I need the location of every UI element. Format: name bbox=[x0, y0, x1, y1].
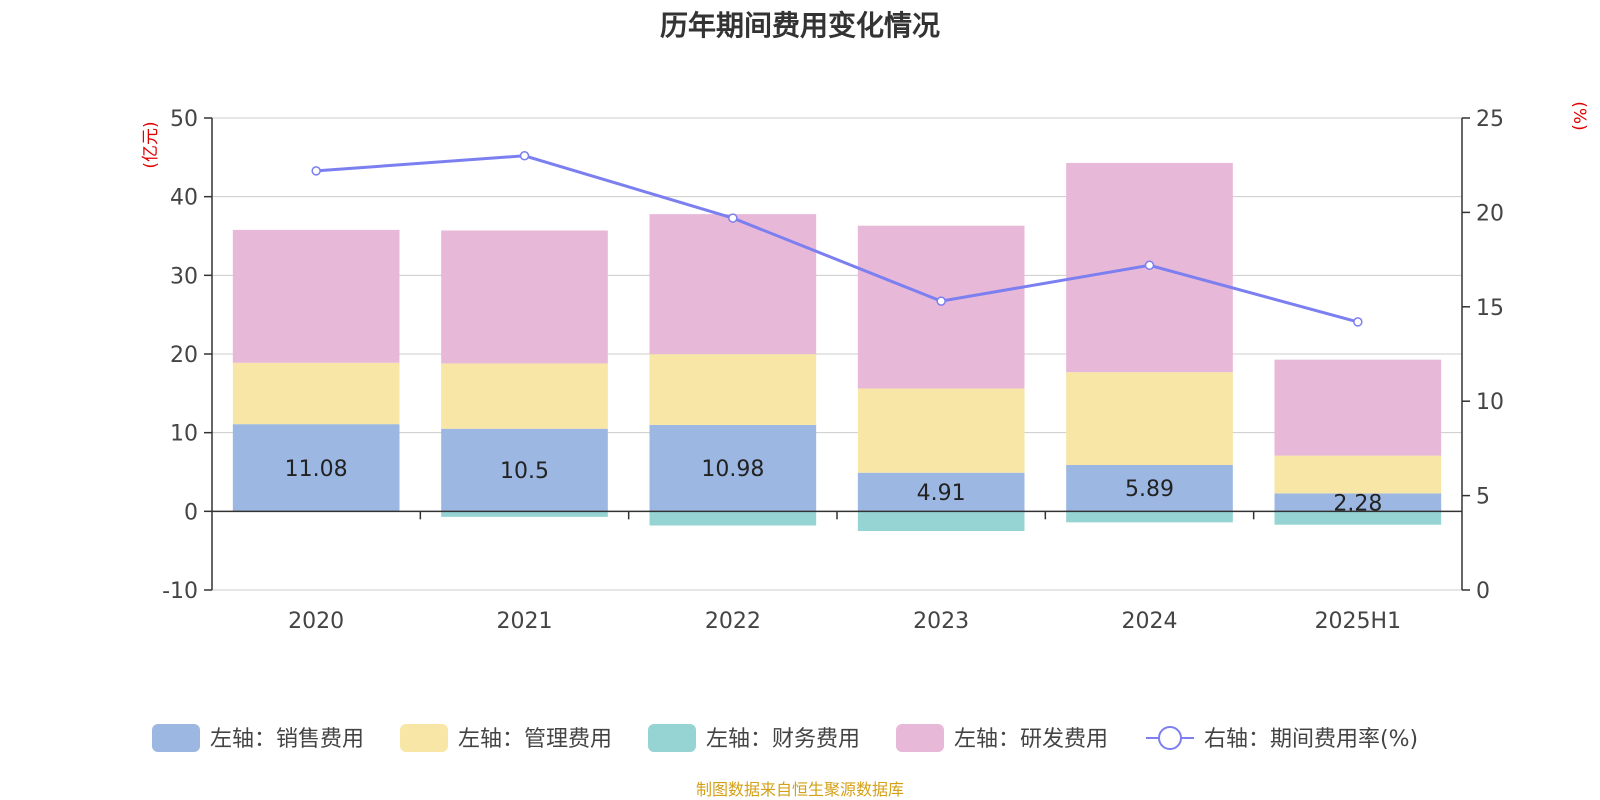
legend-swatch-admin bbox=[400, 724, 448, 752]
sales-label-2022: 10.98 bbox=[701, 457, 764, 482]
rate-point-2024 bbox=[1144, 260, 1155, 271]
rate-line-path bbox=[316, 154, 1359, 324]
legend-label-finance: 左轴：财务费用 bbox=[706, 727, 860, 752]
category-label-2020: 2020 bbox=[288, 609, 344, 634]
right-axis-unit: (%) bbox=[1569, 101, 1589, 130]
bar-finance-2021 bbox=[441, 511, 608, 517]
data-source-note: 制图数据来自恒生聚源数据库 bbox=[695, 780, 904, 799]
sales-label-2020: 11.08 bbox=[285, 457, 348, 482]
bar-finance-2024 bbox=[1066, 511, 1233, 523]
legend: 左轴：销售费用 左轴：管理费用 左轴：财务费用 左轴：研发费用 右轴：期间费用率(%) bbox=[152, 724, 1418, 752]
bar-sales-2024 bbox=[1066, 464, 1233, 512]
bar-admin-2021 bbox=[441, 363, 608, 429]
sales-label-2023: 4.91 bbox=[917, 481, 966, 506]
right-tick-label: 5 bbox=[1476, 485, 1490, 510]
rate-point-2025H1 bbox=[1353, 317, 1363, 327]
grid-lines bbox=[212, 117, 1462, 591]
rate-point-2021 bbox=[519, 151, 530, 161]
legend-swatch-finance bbox=[648, 724, 696, 752]
legend-label-line: 右轴：期间费用率(%) bbox=[1204, 727, 1418, 752]
rate-line bbox=[311, 151, 1363, 327]
right-tick-label: 25 bbox=[1476, 107, 1504, 132]
bar-admin-2023 bbox=[857, 388, 1025, 473]
bar-admin-2025H1 bbox=[1274, 455, 1442, 494]
left-tick-label: 50 bbox=[170, 107, 198, 132]
data-labels: 11.08 10.5 10.98 4.91 5.89 2.28 bbox=[285, 457, 1383, 517]
category-label-2024: 2024 bbox=[1122, 609, 1178, 634]
sales-label-2024: 5.89 bbox=[1125, 477, 1174, 502]
left-tick-label: 0 bbox=[184, 500, 198, 525]
chart-title: 历年期间费用变化情况 bbox=[659, 9, 940, 42]
sales-label-2021: 10.5 bbox=[500, 459, 549, 484]
bar-admin-2022 bbox=[649, 354, 817, 425]
legend-item-line: 右轴：期间费用率(%) bbox=[1146, 726, 1418, 752]
legend-item-admin: 左轴：管理费用 bbox=[400, 724, 612, 752]
left-tick-label: 30 bbox=[170, 264, 198, 289]
bar-admin-2020 bbox=[232, 362, 400, 425]
rate-point-2020 bbox=[311, 166, 321, 176]
bar-rnd-2023 bbox=[857, 225, 1025, 389]
left-tick-label: 10 bbox=[170, 422, 198, 447]
category-label-2022: 2022 bbox=[705, 609, 761, 634]
legend-label-sales: 左轴：销售费用 bbox=[210, 727, 364, 752]
bar-finance-2022 bbox=[649, 511, 817, 526]
bar-admin-2024 bbox=[1066, 372, 1233, 465]
right-tick-label: 15 bbox=[1476, 296, 1504, 321]
right-tick-label: 0 bbox=[1476, 579, 1490, 604]
right-tick-label: 10 bbox=[1476, 390, 1504, 415]
bar-finance-2023 bbox=[857, 511, 1025, 531]
legend-marker-icon bbox=[1158, 726, 1182, 750]
rate-point-2022 bbox=[728, 213, 738, 223]
bar-rnd-2020 bbox=[232, 229, 400, 363]
legend-label-rnd: 左轴：研发费用 bbox=[954, 727, 1108, 752]
legend-label-admin: 左轴：管理费用 bbox=[458, 727, 612, 752]
bars bbox=[232, 162, 1442, 531]
legend-item-rnd: 左轴：研发费用 bbox=[896, 724, 1108, 752]
sales-label-2025H1: 2.28 bbox=[1333, 491, 1382, 516]
legend-item-sales: 左轴：销售费用 bbox=[152, 724, 364, 752]
bar-rnd-2025H1 bbox=[1274, 359, 1442, 456]
bar-sales-2021 bbox=[441, 428, 608, 512]
left-tick-label: 20 bbox=[170, 343, 198, 368]
axes: -10 0 10 20 30 40 50 0 5 10 15 20 25 2020 2021 2022 2023… bbox=[141, 101, 1589, 634]
legend-item-finance: 左轴：财务费用 bbox=[648, 724, 860, 752]
bar-sales-2022 bbox=[649, 424, 817, 512]
bar-sales-2025H1 bbox=[1274, 493, 1442, 512]
rate-point-2023 bbox=[936, 296, 946, 306]
category-label-2021: 2021 bbox=[497, 609, 553, 634]
left-tick-label: -10 bbox=[162, 579, 198, 604]
bar-rnd-2021 bbox=[441, 230, 608, 364]
bar-rnd-2022 bbox=[649, 214, 817, 355]
category-label-2025H1: 2025H1 bbox=[1315, 609, 1402, 634]
right-tick-label: 20 bbox=[1476, 201, 1504, 226]
category-label-2023: 2023 bbox=[913, 609, 969, 634]
left-axis-unit: (亿元) bbox=[141, 121, 161, 168]
bar-sales-2020 bbox=[232, 424, 400, 512]
bar-finance-2025H1 bbox=[1274, 511, 1442, 525]
legend-swatch-rnd bbox=[896, 724, 944, 752]
left-tick-label: 40 bbox=[170, 186, 198, 211]
bar-sales-2023 bbox=[857, 472, 1025, 512]
legend-swatch-sales bbox=[152, 724, 200, 752]
